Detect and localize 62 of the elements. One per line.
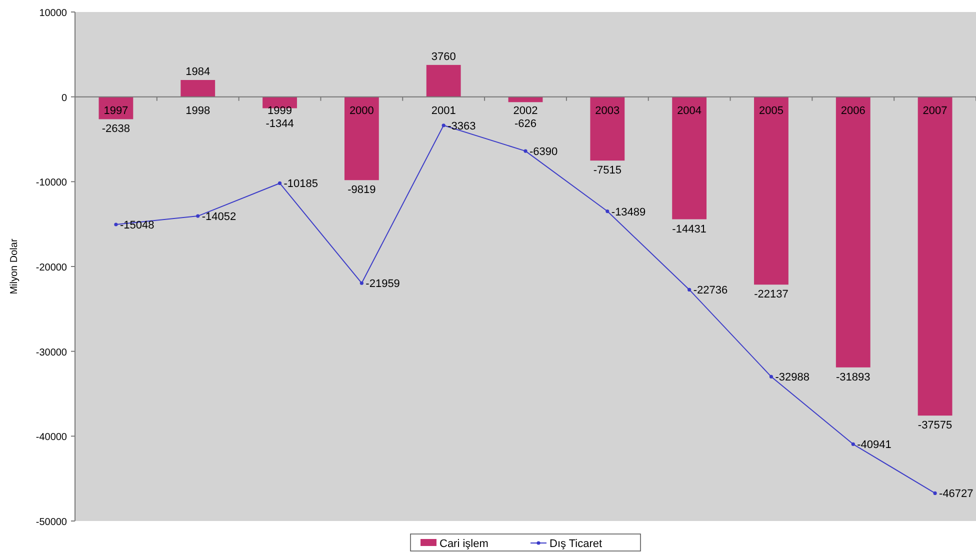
data-label: -626	[514, 118, 537, 130]
x-tick-label: 2003	[595, 104, 620, 117]
point	[851, 442, 855, 446]
y-tick-label: -20000	[36, 262, 68, 274]
x-tick-label: 2001	[431, 104, 456, 117]
x-tick-label: 2002	[513, 104, 538, 117]
data-label: 1984	[186, 66, 210, 78]
data-label: -10185	[284, 178, 318, 190]
data-label: -9819	[348, 184, 376, 196]
data-label: -2638	[102, 123, 130, 136]
data-label: -6390	[530, 146, 558, 158]
data-label: -31893	[836, 371, 870, 384]
x-tick-label: 2005	[758, 104, 784, 117]
y-tick-label: -10000	[36, 178, 68, 189]
bar	[754, 96, 788, 285]
point	[933, 491, 937, 496]
legend-label: Cari işlem	[440, 538, 488, 550]
bar	[672, 96, 707, 220]
data-label: -7515	[593, 164, 622, 177]
data-label: 3760	[431, 50, 456, 63]
y-tick-label: -40000	[36, 432, 68, 444]
point	[196, 214, 200, 218]
bar	[590, 96, 625, 161]
data-label: -13489	[611, 206, 646, 218]
data-label: -14052	[202, 211, 236, 224]
bar	[180, 80, 216, 97]
point	[524, 149, 528, 153]
data-label: -15048	[120, 219, 154, 232]
data-label: -22137	[754, 288, 788, 301]
data-label: -14431	[672, 223, 706, 236]
x-tick-label: 1999	[268, 104, 292, 117]
bar	[344, 96, 379, 180]
point	[769, 374, 774, 378]
x-tick-label: 2004	[677, 104, 702, 117]
y-axis-title: Milyon Dolar	[9, 238, 20, 294]
x-tick-label: 2007	[922, 104, 948, 117]
point	[114, 222, 118, 226]
y-tick-label: 10000	[39, 8, 68, 19]
data-label: -21959	[366, 278, 400, 290]
data-label: -22736	[693, 284, 728, 297]
point	[360, 281, 364, 285]
legend-label: Dış Ticaret	[550, 538, 602, 550]
data-label: -46727	[939, 488, 974, 500]
point	[442, 124, 446, 128]
y-tick-label: -50000	[36, 517, 68, 528]
bar	[836, 96, 870, 368]
data-label: -40941	[857, 439, 892, 452]
x-tick-label: 1997	[104, 104, 128, 117]
data-label: -1344	[266, 118, 294, 130]
x-tick-label: 2000	[349, 104, 374, 117]
data-label: -3363	[448, 120, 476, 132]
x-tick-label: 1998	[186, 104, 210, 117]
bar	[918, 96, 952, 416]
y-tick-label: 0	[61, 92, 68, 104]
data-label: -37575	[918, 420, 952, 432]
y-tick-label: -30000	[36, 347, 68, 358]
point	[688, 288, 692, 292]
point	[278, 181, 282, 186]
point	[606, 209, 610, 214]
x-tick-label: 2006	[840, 104, 866, 117]
bar	[426, 64, 461, 97]
data-label: -32988	[775, 372, 810, 384]
